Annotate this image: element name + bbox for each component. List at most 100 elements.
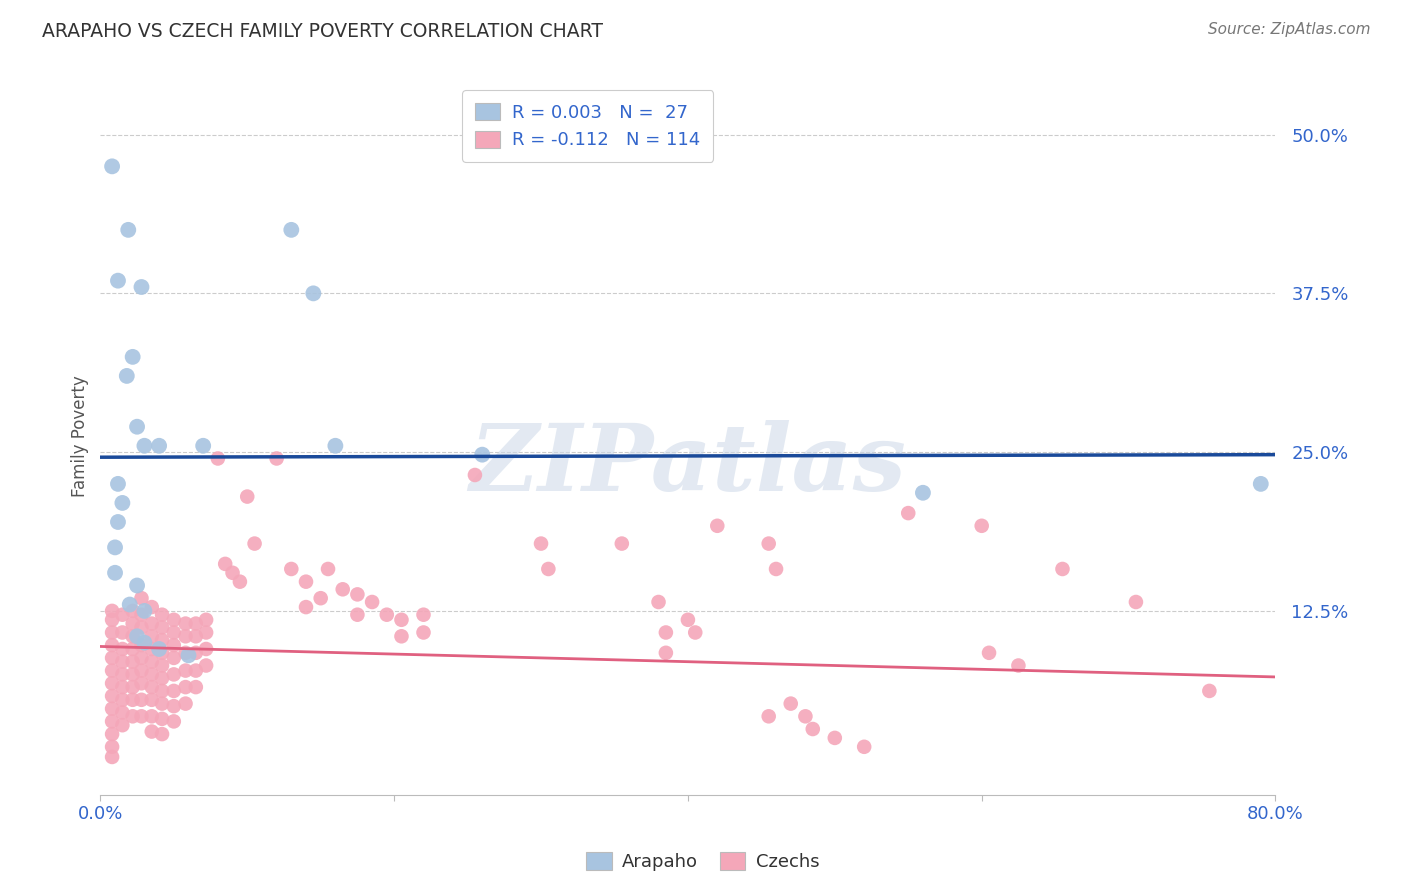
Point bbox=[177, 648, 200, 663]
Point bbox=[141, 693, 163, 707]
Point bbox=[280, 562, 302, 576]
Point bbox=[464, 468, 486, 483]
Point bbox=[101, 651, 124, 665]
Text: Source: ZipAtlas.com: Source: ZipAtlas.com bbox=[1208, 22, 1371, 37]
Point bbox=[361, 595, 384, 609]
Point bbox=[150, 620, 173, 634]
Point bbox=[134, 604, 156, 618]
Point bbox=[121, 642, 143, 657]
Point bbox=[118, 598, 141, 612]
Point bbox=[779, 697, 801, 711]
Text: ZIPatlas: ZIPatlas bbox=[470, 420, 907, 510]
Point bbox=[111, 667, 134, 681]
Point bbox=[346, 607, 368, 622]
Point bbox=[1198, 684, 1220, 698]
Point bbox=[683, 625, 706, 640]
Point bbox=[706, 518, 728, 533]
Point bbox=[977, 646, 1000, 660]
Point bbox=[121, 350, 143, 364]
Point bbox=[101, 638, 124, 652]
Point bbox=[150, 633, 173, 648]
Point bbox=[471, 448, 494, 462]
Point bbox=[101, 676, 124, 690]
Point bbox=[163, 714, 186, 729]
Point bbox=[104, 566, 127, 580]
Point bbox=[195, 642, 218, 657]
Point bbox=[221, 566, 243, 580]
Point bbox=[970, 518, 993, 533]
Point bbox=[111, 655, 134, 669]
Point bbox=[121, 693, 143, 707]
Point bbox=[131, 607, 153, 622]
Point bbox=[101, 625, 124, 640]
Point bbox=[391, 613, 413, 627]
Point bbox=[131, 280, 153, 294]
Point bbox=[141, 667, 163, 681]
Point bbox=[316, 562, 339, 576]
Point bbox=[214, 557, 236, 571]
Legend: R = 0.003   N =  27, R = -0.112   N = 114: R = 0.003 N = 27, R = -0.112 N = 114 bbox=[463, 90, 713, 162]
Point bbox=[111, 496, 134, 510]
Point bbox=[141, 724, 163, 739]
Point bbox=[174, 616, 197, 631]
Point bbox=[101, 159, 124, 173]
Point bbox=[121, 604, 143, 618]
Point bbox=[758, 536, 780, 550]
Point bbox=[412, 625, 434, 640]
Point bbox=[184, 616, 207, 631]
Point bbox=[302, 286, 325, 301]
Point bbox=[163, 638, 186, 652]
Point bbox=[163, 625, 186, 640]
Point bbox=[141, 709, 163, 723]
Point bbox=[897, 506, 920, 520]
Point bbox=[229, 574, 252, 589]
Point bbox=[150, 671, 173, 685]
Point bbox=[163, 699, 186, 714]
Point bbox=[150, 727, 173, 741]
Point bbox=[1125, 595, 1147, 609]
Point bbox=[655, 625, 678, 640]
Point bbox=[195, 625, 218, 640]
Point bbox=[141, 680, 163, 694]
Point bbox=[1052, 562, 1074, 576]
Point bbox=[174, 646, 197, 660]
Point bbox=[131, 693, 153, 707]
Point bbox=[1250, 476, 1272, 491]
Point bbox=[184, 646, 207, 660]
Point bbox=[150, 697, 173, 711]
Point bbox=[141, 655, 163, 669]
Point bbox=[207, 451, 229, 466]
Point bbox=[131, 709, 153, 723]
Point bbox=[131, 591, 153, 606]
Point bbox=[131, 676, 153, 690]
Point bbox=[121, 709, 143, 723]
Point bbox=[174, 680, 197, 694]
Point bbox=[309, 591, 332, 606]
Point bbox=[111, 706, 134, 720]
Point bbox=[101, 739, 124, 754]
Point bbox=[101, 664, 124, 678]
Point bbox=[163, 667, 186, 681]
Point bbox=[121, 616, 143, 631]
Point bbox=[115, 368, 138, 383]
Point bbox=[295, 600, 318, 615]
Point bbox=[530, 536, 553, 550]
Point bbox=[150, 684, 173, 698]
Point bbox=[174, 664, 197, 678]
Point bbox=[134, 635, 156, 649]
Point bbox=[391, 629, 413, 643]
Point bbox=[243, 536, 266, 550]
Point bbox=[125, 629, 148, 643]
Point bbox=[853, 739, 876, 754]
Point bbox=[375, 607, 398, 622]
Point bbox=[174, 629, 197, 643]
Point bbox=[101, 604, 124, 618]
Point bbox=[131, 651, 153, 665]
Point bbox=[111, 680, 134, 694]
Point bbox=[134, 439, 156, 453]
Point bbox=[148, 439, 170, 453]
Point bbox=[1007, 658, 1029, 673]
Point bbox=[125, 419, 148, 434]
Point bbox=[107, 274, 129, 288]
Point bbox=[125, 578, 148, 592]
